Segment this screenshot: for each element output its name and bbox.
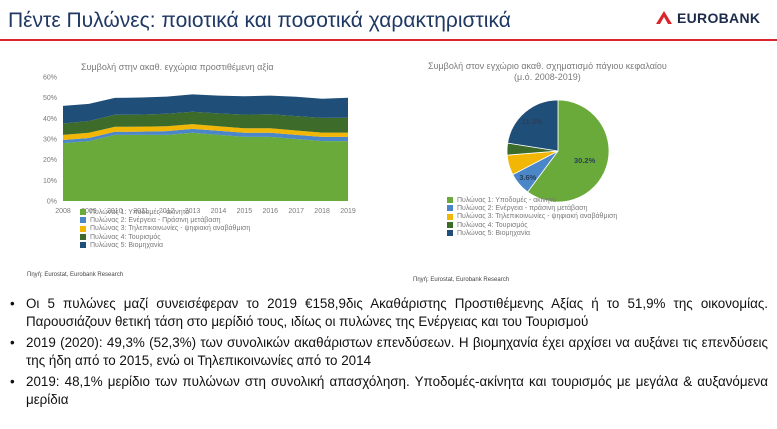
bullet-dot: • [10, 334, 15, 350]
area-series-2 [63, 128, 348, 144]
area-series-1 [63, 132, 348, 201]
legend-swatch [447, 230, 453, 237]
pie-slice-1 [527, 99, 610, 203]
legend-swatch [447, 213, 453, 220]
y-tick-label: 40% [43, 116, 57, 123]
pie-data-label: 3.6% [519, 173, 536, 182]
legend-label: Πυλώνας 4: Τουρισμός [90, 233, 161, 241]
legend-item: Πυλώνας 4: Τουρισμός [80, 233, 250, 241]
area-series-4 [63, 111, 348, 135]
y-tick-label: 30% [43, 137, 57, 144]
bullet-item: • 2019 (2020): 49,3% (52,3%) των συνολικ… [8, 334, 768, 370]
legend-item: Πυλώνας 1: Υποδομές - ακίνητα [447, 196, 617, 204]
legend-swatch [80, 217, 86, 224]
pie-chart-legend: Πυλώνας 1: Υποδομές - ακίνητα Πυλώνας 2: … [447, 196, 617, 237]
legend-swatch [80, 242, 86, 249]
eurobank-logo-icon [656, 11, 672, 24]
legend-swatch [80, 234, 86, 241]
legend-label: Πυλώνας 2: Ενέργεια - πράσινη μετάβαση [457, 204, 588, 212]
y-tick-label: 60% [43, 75, 57, 82]
legend-label: Πυλώνας 5: Βιομηχανία [90, 241, 164, 249]
x-tick-label: 2012 [159, 208, 175, 215]
logo-text: EUROBANK [677, 10, 761, 26]
legend-item: Πυλώνας 4: Τουρισμός [447, 221, 617, 229]
legend-swatch [80, 209, 86, 216]
legend-swatch [447, 222, 453, 229]
x-tick-label: 2019 [340, 208, 356, 215]
pie-chart-source: Πηγή: Eurostat, Eurobank Research [413, 277, 510, 283]
legend-item: Πυλώνας 5: Βιομηχανία [80, 241, 250, 249]
legend-item: Πυλώνας 2: Ενέργεια - πράσινη μετάβαση [447, 204, 617, 212]
area-chart: 0% 10% 20% 30% 40% 50% 60% 2008 2009 2010 2011 2012… [43, 75, 356, 216]
x-tick-label: 2015 [237, 208, 253, 215]
legend-label: Πυλώνας 1: Υποδομές - ακίνητα [457, 196, 557, 204]
area-series-3 [63, 124, 348, 140]
x-tick-label: 2018 [314, 208, 330, 215]
bullet-text: Οι 5 πυλώνες μαζί συνεισέφεραν το 2019 €… [26, 296, 768, 330]
bullet-text: 2019 (2020): 49,3% (52,3%) των συνολικών… [26, 334, 768, 369]
area-chart-legend: Πυλώνας 1: Υποδομές - ακίνητα Πυλώνας 2: … [80, 208, 250, 249]
area-chart-title: Συμβολή στην ακαθ. εγχώρια προστιθέμενη … [81, 62, 274, 72]
legend-swatch [80, 225, 86, 232]
page-title: Πέντε Πυλώνες: ποιοτικά και ποσοτικά χαρ… [8, 9, 511, 32]
pie-chart-subtitle: (μ.ό. 2008-2019) [514, 72, 581, 82]
legend-label: Πυλώνας 3: Τηλεπικοινωνίες - ψηφιακή ανα… [457, 213, 618, 221]
x-tick-label: 2009 [81, 208, 97, 215]
x-tick-label: 2017 [288, 208, 304, 215]
legend-label: Πυλώνας 2: Ενέργεια - Πράσινη μετάβαση [90, 216, 221, 224]
bullet-dot: • [10, 296, 15, 311]
legend-item: Πυλώνας 2: Ενέργεια - Πράσινη μετάβαση [80, 216, 250, 224]
legend-item: Πυλώνας 1: Υποδομές - ακίνητα [80, 208, 250, 216]
y-tick-label: 20% [43, 157, 57, 164]
legend-item: Πυλώνας 3: Τηλεπικοινωνίες - ψηφιακή ανα… [447, 213, 617, 221]
x-tick-label: 2014 [211, 208, 227, 215]
legend-label: Πυλώνας 1: Υποδομές - ακίνητα [90, 208, 190, 216]
header-divider [0, 39, 777, 41]
bullet-list: • Οι 5 πυλώνες μαζί συνεισέφεραν το 2019… [8, 295, 768, 412]
area-chart-source: Πηγή: Eurostat, Eurobank Research [27, 272, 124, 278]
x-tick-label: 2011 [133, 208, 148, 215]
legend-swatch [447, 205, 453, 212]
bullet-item: • 2019: 48,1% μερίδιο των πυλώνων στη συ… [8, 373, 768, 409]
legend-item: Πυλώνας 3: Τηλεπικοινωνίες - ψηφιακή ανα… [80, 225, 250, 233]
bullet-dot: • [10, 373, 15, 389]
pie-chart: 30.2% 3.6% 11.3% [506, 99, 610, 203]
pie-chart-title: Συμβολή στον εγχώριο ακαθ. σχηματισμό πά… [428, 61, 667, 71]
x-tick-label: 2008 [55, 208, 71, 215]
x-tick-label: 2010 [107, 208, 123, 215]
x-tick-label: 2016 [262, 208, 278, 215]
legend-label: Πυλώνας 4: Τουρισμός [457, 221, 528, 229]
x-tick-label: 2013 [185, 208, 201, 215]
bullet-text: 2019: 48,1% μερίδιο των πυλώνων στη συνο… [26, 373, 768, 408]
legend-item: Πυλώνας 5: Βιομηχανία [447, 229, 617, 237]
y-tick-label: 50% [43, 95, 57, 102]
area-series-5 [63, 94, 348, 124]
pie-data-label: 11.3% [522, 117, 543, 126]
legend-label: Πυλώνας 5: Βιομηχανία [457, 229, 531, 237]
pie-slice-5 [507, 99, 559, 152]
pie-data-label: 30.2% [574, 156, 596, 165]
legend-label: Πυλώνας 3: Τηλεπικοινωνίες - ψηφιακή ανα… [90, 225, 251, 233]
y-tick-label: 0% [47, 199, 57, 206]
bullet-item: • Οι 5 πυλώνες μαζί συνεισέφεραν το 2019… [8, 295, 768, 331]
legend-swatch [447, 197, 453, 204]
eurobank-logo: EUROBANK [656, 10, 760, 26]
y-tick-label: 10% [43, 178, 57, 185]
